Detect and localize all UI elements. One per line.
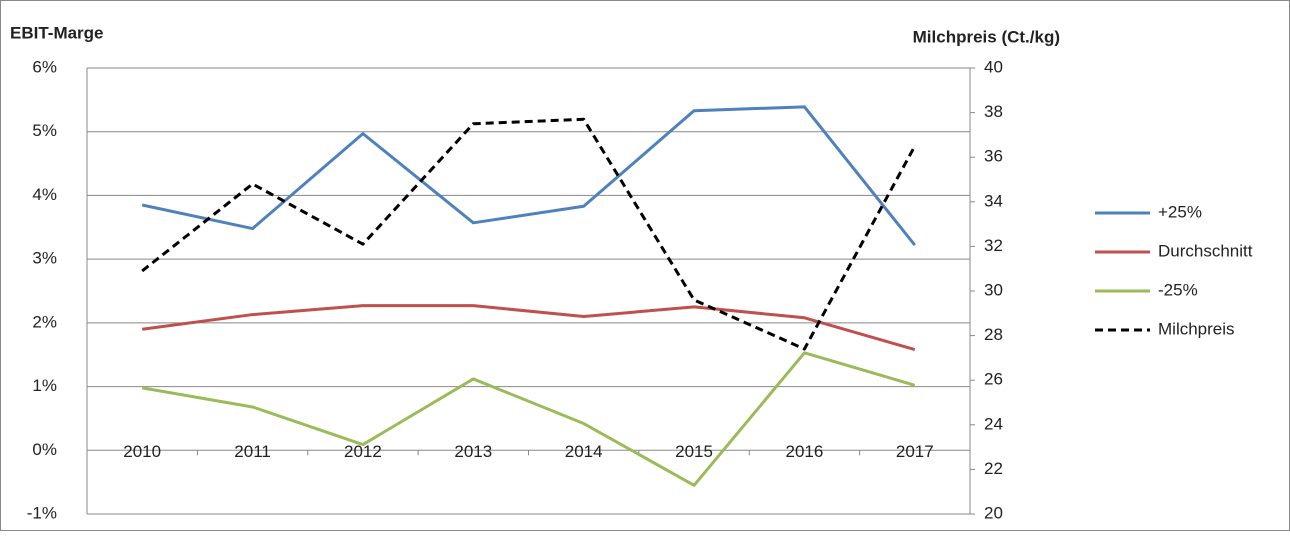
x-tick-label: 2014 <box>565 442 603 461</box>
y-tick-label: 0% <box>32 440 57 459</box>
y-tick-label: 1% <box>32 376 57 395</box>
series-line <box>141 105 916 247</box>
y-axis-title: EBIT-Marge <box>10 23 104 42</box>
y-tick-label: 3% <box>32 249 57 268</box>
legend-label: Milchpreis <box>1158 319 1235 338</box>
x-tick-label: 2017 <box>896 442 934 461</box>
y2-tick-label: 22 <box>984 459 1003 478</box>
x-tick-label: 2010 <box>123 442 161 461</box>
y2-tick-label: 28 <box>984 325 1003 344</box>
legend-label: -25% <box>1158 280 1198 299</box>
y2-tick-label: 32 <box>984 236 1003 255</box>
legend-label: Durchschnitt <box>1158 241 1253 260</box>
y2-tick-label: 24 <box>984 414 1003 433</box>
y2-tick-label: 40 <box>984 57 1003 76</box>
series-line <box>141 304 916 352</box>
y-tick-label: 5% <box>32 121 57 140</box>
y-tick-label: 6% <box>32 57 57 76</box>
y2-tick-label: 36 <box>984 147 1003 166</box>
x-tick-label: 2016 <box>786 442 824 461</box>
y2-tick-label: 34 <box>984 191 1003 210</box>
x-tick-label: 2013 <box>454 442 492 461</box>
y2-tick-label: 20 <box>984 503 1003 522</box>
x-tick-label: 2012 <box>344 442 382 461</box>
x-tick-label: 2011 <box>234 442 271 461</box>
y2-tick-label: 38 <box>984 102 1003 121</box>
y-tick-label: -1% <box>27 503 57 522</box>
y-tick-label: 2% <box>32 312 57 331</box>
series-line <box>141 351 916 487</box>
legend-label: +25% <box>1158 202 1202 221</box>
x-tick-label: 2015 <box>675 442 713 461</box>
y2-tick-label: 26 <box>984 370 1003 389</box>
y2-axis-title: Milchpreis (Ct./kg) <box>913 27 1060 46</box>
series-line <box>141 117 917 351</box>
y-tick-label: 4% <box>32 185 57 204</box>
y2-tick-label: 30 <box>984 280 1003 299</box>
